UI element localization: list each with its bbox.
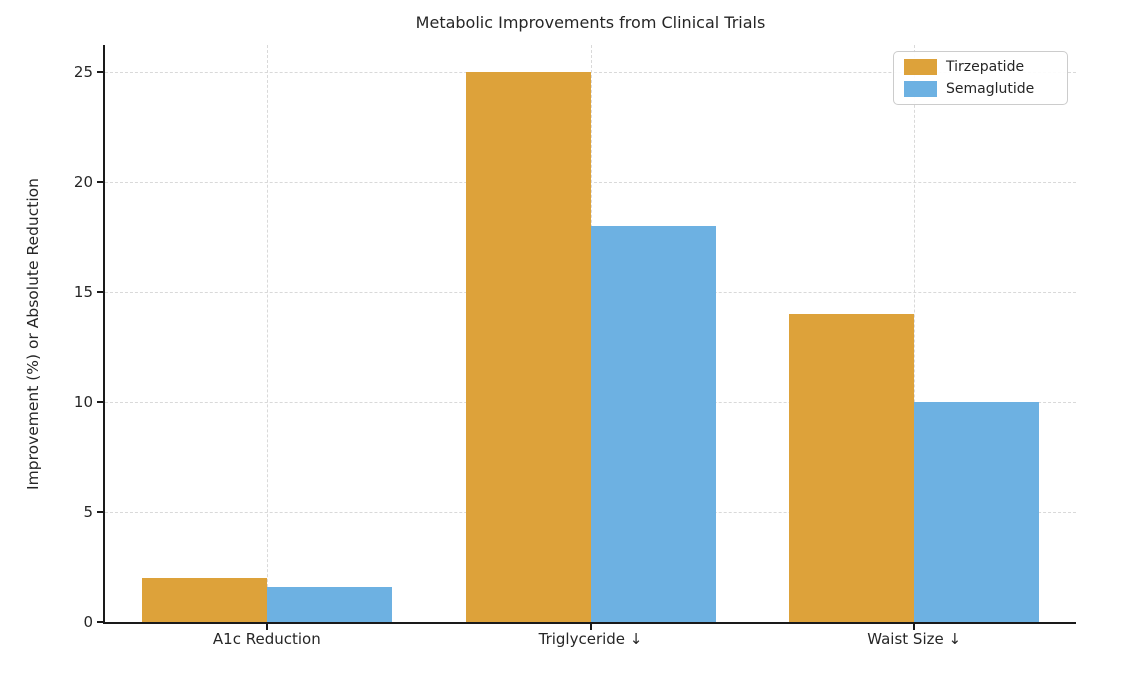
y-tick-label-20: 20	[73, 173, 93, 192]
x-tick-label-waist-size: Waist Size ↓	[867, 630, 962, 648]
y-tick-label-10: 10	[73, 393, 93, 412]
bars-layer	[105, 45, 1076, 622]
y-tick-label-25: 25	[73, 63, 93, 82]
y-tick-mark-25	[97, 71, 103, 74]
bar-tirzepatide-triglyceride	[465, 72, 591, 622]
x-tick-label-a1c-reduction: A1c Reduction	[212, 630, 321, 648]
y-tick-label-0: 0	[83, 613, 93, 631]
category-group-waist-size	[752, 45, 1076, 622]
y-axis-spine	[103, 45, 105, 624]
legend-label-semaglutide: Semaglutide	[946, 81, 1035, 97]
bar-semaglutide-a1c-reduction	[266, 586, 392, 622]
legend-item-tirzepatide: Tirzepatide	[904, 59, 1057, 75]
x-tick-mark-triglyceride	[589, 624, 592, 630]
legend-swatch-tirzepatide	[904, 59, 937, 75]
v-gridline-a1c-reduction	[266, 45, 268, 622]
y-tick-mark-20	[97, 181, 103, 184]
x-tick-mark-a1c-reduction	[265, 624, 268, 630]
category-group-triglyceride	[429, 45, 753, 622]
bar-semaglutide-waist-size	[914, 402, 1040, 622]
legend-item-semaglutide: Semaglutide	[904, 81, 1057, 97]
y-tick-mark-5	[97, 511, 103, 514]
category-group-a1c-reduction	[105, 45, 429, 622]
x-axis-spine	[103, 622, 1076, 624]
x-tick-label-triglyceride: Triglyceride ↓	[538, 630, 643, 648]
y-tick-mark-15	[97, 291, 103, 294]
chart-title: Metabolic Improvements from Clinical Tri…	[415, 13, 766, 32]
legend-swatch-semaglutide	[904, 81, 937, 97]
y-tick-mark-10	[97, 401, 103, 404]
y-axis-label: Improvement (%) or Absolute Reduction	[24, 178, 42, 490]
x-tick-mark-waist-size	[913, 624, 916, 630]
bar-tirzepatide-a1c-reduction	[141, 578, 267, 622]
bar-semaglutide-triglyceride	[590, 226, 716, 622]
legend: Tirzepatide Semaglutide	[893, 51, 1068, 105]
bar-tirzepatide-waist-size	[789, 314, 915, 622]
legend-label-tirzepatide: Tirzepatide	[946, 59, 1025, 75]
v-gridline-waist-size	[914, 45, 916, 622]
y-tick-label-15: 15	[73, 283, 93, 302]
y-tick-label-5: 5	[83, 503, 93, 522]
y-tick-mark-0	[97, 621, 103, 623]
